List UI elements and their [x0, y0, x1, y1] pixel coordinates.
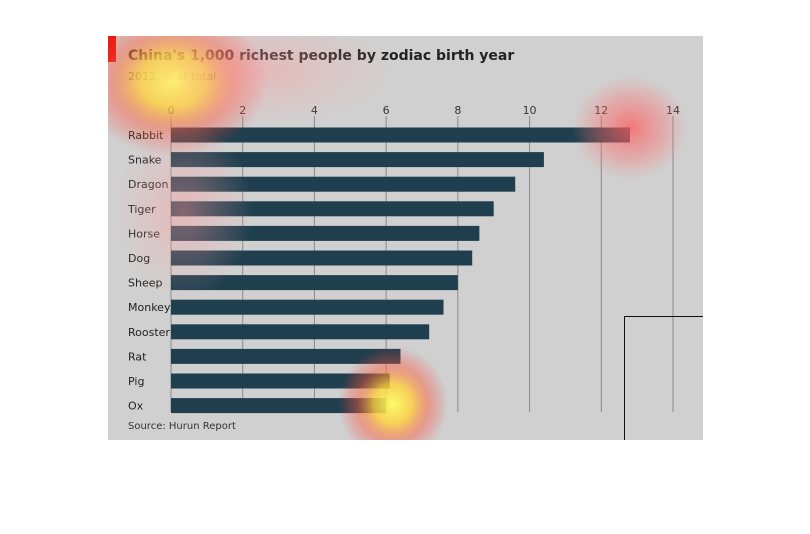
bar-horse	[171, 225, 480, 241]
x-axis-ticks: 0 2 4 6 8 10 12 14	[168, 104, 681, 117]
bar-rat	[171, 348, 401, 364]
chart-title: China's 1,000 richest people by zodiac b…	[128, 48, 515, 64]
category-label-ox: Ox	[128, 400, 144, 413]
bar-tiger	[171, 201, 494, 217]
bar-monkey	[171, 299, 444, 315]
bars	[171, 127, 630, 414]
x-tick-label: 10	[523, 104, 537, 117]
category-label-dragon: Dragon	[128, 178, 168, 191]
bar-rabbit	[171, 127, 630, 143]
x-tick-label: 6	[383, 104, 390, 117]
category-label-dog: Dog	[128, 252, 150, 265]
bar-ox	[171, 398, 387, 414]
x-tick-label: 8	[454, 104, 461, 117]
x-tick-label: 12	[594, 104, 608, 117]
category-label-rat: Rat	[128, 350, 147, 363]
category-label-rabbit: Rabbit	[128, 129, 164, 142]
category-label-snake: Snake	[128, 154, 162, 167]
inset-outline	[624, 316, 703, 440]
bar-dragon	[171, 176, 516, 192]
bar-dog	[171, 250, 473, 266]
chart-panel: 0 2 4 6 8 10 12 14 Rabbit Snake Dragon Tiger Horse D…	[108, 36, 703, 440]
bar-snake	[171, 152, 544, 168]
category-label-pig: Pig	[128, 375, 144, 388]
x-tick-label: 2	[239, 104, 246, 117]
x-tick-label: 14	[666, 104, 680, 117]
bar-pig	[171, 373, 390, 389]
bar-chart: 0 2 4 6 8 10 12 14 Rabbit Snake Dragon Tiger Horse D…	[127, 104, 681, 414]
category-label-sheep: Sheep	[128, 277, 162, 290]
category-label-tiger: Tiger	[127, 203, 156, 216]
x-tick-label: 4	[311, 104, 318, 117]
bar-sheep	[171, 275, 458, 291]
bar-rooster	[171, 324, 430, 340]
category-label-horse: Horse	[128, 227, 160, 240]
category-labels: Rabbit Snake Dragon Tiger Horse Dog Sheep Monke…	[127, 129, 171, 413]
chart-subtitle: 2012, % of total	[128, 70, 217, 83]
x-tick-label: 0	[168, 104, 175, 117]
chart-source: Source: Hurun Report	[128, 421, 236, 432]
category-label-monkey: Monkey	[128, 301, 171, 314]
category-label-rooster: Rooster	[128, 326, 170, 339]
